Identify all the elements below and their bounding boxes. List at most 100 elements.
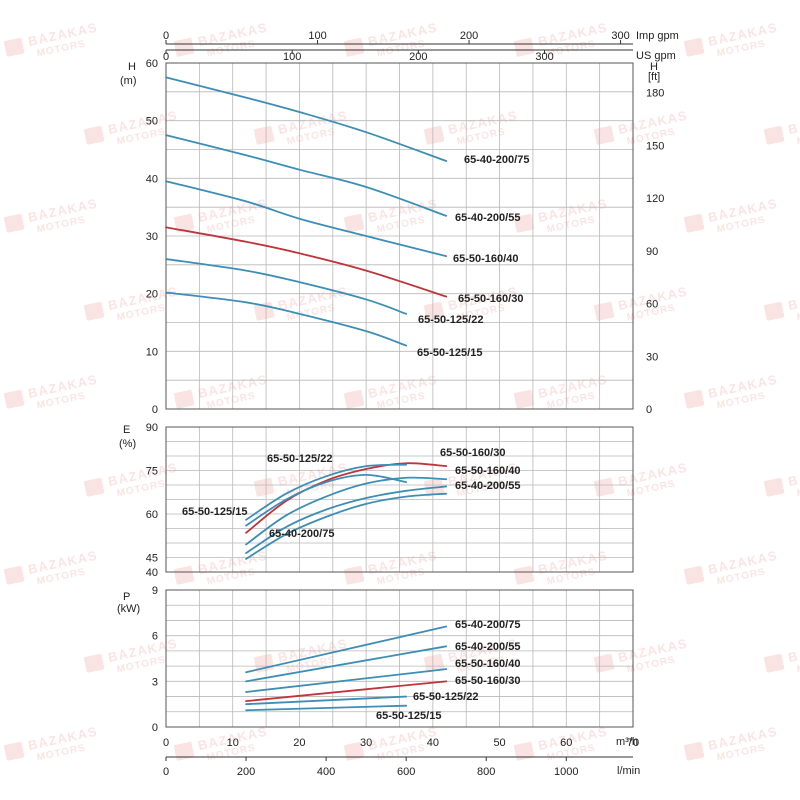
- y2-tick-label: 90: [646, 246, 658, 258]
- us-gpm-axis: US gpm 0 100 200 300: [163, 49, 676, 63]
- curve-power-65-50-160-30: [245, 680, 448, 703]
- y-tick-label: 60: [146, 509, 158, 521]
- head-frame: [165, 62, 634, 410]
- y-tick-label: 3: [152, 676, 158, 688]
- watermark-mark: [173, 213, 195, 233]
- curve-power-65-50-160-40: [245, 668, 448, 693]
- lmin-tick-label: 200: [237, 766, 255, 778]
- watermark-mark: [3, 213, 25, 233]
- watermark-mark: [173, 37, 195, 57]
- watermark-text: BAZAKAS: [787, 284, 800, 313]
- head-ticks: 0 10 20 30 40 50 60 0 30 60 90 120 150 180: [146, 58, 665, 416]
- watermark-text: BAZAKAS: [787, 636, 800, 665]
- watermark-mark: [343, 213, 365, 233]
- head-series: [165, 76, 448, 347]
- head-label-65-50-125-22: 65-50-125/22: [418, 314, 483, 326]
- y-tick-label: 0: [152, 722, 158, 734]
- us-gpm-tick-label: 100: [283, 51, 301, 63]
- watermark-mark: [683, 37, 705, 57]
- watermark-mark: [83, 301, 105, 321]
- watermark-mark: [763, 301, 785, 321]
- watermark-mark: [683, 389, 705, 409]
- m3h-axis: 0 10 20 30 40 50 60 70 m³/h: [163, 736, 639, 749]
- curve-efficiency-65-50-125-22: [245, 463, 408, 521]
- watermark-text: MOTORS: [796, 478, 800, 499]
- m3h-tick-label: 50: [493, 737, 505, 749]
- us-gpm-unit: US gpm: [636, 50, 676, 62]
- watermark-text: BAZAKAS: [787, 108, 800, 137]
- y-tick-label: 9: [152, 585, 158, 597]
- imp-gpm-axis: Imp gpm 0 100 200 300: [163, 30, 679, 45]
- power-grid: [166, 590, 633, 727]
- y-tick-label: 40: [146, 567, 158, 579]
- curve-head-65-50-160-30: [165, 226, 448, 298]
- imp-gpm-tick-label: 0: [163, 30, 169, 42]
- watermark-mark: [3, 565, 25, 585]
- power-ticks: 0 3 6 9: [152, 585, 158, 734]
- curve-head-65-50-160-40: [165, 180, 448, 258]
- m3h-unit: m³/h: [616, 736, 638, 748]
- y-tick-label: 45: [146, 553, 158, 565]
- watermark-text: MOTORS: [796, 654, 800, 675]
- eff-label-65-40-200-75: 65-40-200/75: [269, 528, 334, 540]
- watermark-mark: [513, 37, 535, 57]
- watermark-mark: [173, 389, 195, 409]
- watermark-mark: [173, 565, 195, 585]
- efficiency-axis-unit: (%): [119, 438, 136, 450]
- watermark-mark: [423, 125, 445, 145]
- power-label-65-50-125-22: 65-50-125/22: [413, 691, 478, 703]
- power-label-65-50-160-30: 65-50-160/30: [455, 675, 520, 687]
- efficiency-ticks: 40 45 60 75 90: [146, 422, 158, 579]
- m3h-tick-label: 30: [360, 737, 372, 749]
- curve-efficiency-65-50-125-15: [245, 473, 408, 527]
- lmin-tick-label: 1000: [554, 766, 578, 778]
- watermark-mark: [683, 213, 705, 233]
- y2-tick-label: 120: [646, 193, 664, 205]
- lmin-tick-label: 800: [477, 766, 495, 778]
- lmin-tick-label: 400: [317, 766, 335, 778]
- lmin-tick-label: 600: [397, 766, 415, 778]
- eff-label-65-50-125-22: 65-50-125/22: [267, 453, 332, 465]
- head-grid: [166, 63, 633, 409]
- lmin-axis: 0 200 400 600 800 1000 l/min: [163, 756, 640, 778]
- watermark-mark: [343, 37, 365, 57]
- watermark-mark: [513, 741, 535, 761]
- curve-head-65-40-200-55: [165, 134, 448, 217]
- efficiency-series: [245, 462, 448, 560]
- y-tick-label: 50: [146, 116, 158, 128]
- watermark-mark: [3, 37, 25, 57]
- curve-power-65-50-125-15: [245, 704, 408, 712]
- curve-head-65-40-200-75: [165, 76, 448, 162]
- head-panel: H (m) H [ft] 0 10 20 30 40 50 60 0 30 60 90 120 150 1…: [120, 58, 664, 416]
- y2-tick-label: 30: [646, 351, 658, 363]
- watermark-mark: [83, 125, 105, 145]
- y2-tick-label: 60: [646, 299, 658, 311]
- y-tick-label: 30: [146, 231, 158, 243]
- watermark-mark: [513, 213, 535, 233]
- y2-tick-label: 0: [646, 404, 652, 416]
- watermark-mark: [423, 653, 445, 673]
- power-series: [245, 625, 448, 712]
- watermark-mark: [343, 389, 365, 409]
- y-tick-label: 20: [146, 289, 158, 301]
- head-label-65-50-125-15: 65-50-125/15: [417, 347, 482, 359]
- watermark-mark: [593, 301, 615, 321]
- m3h-tick-label: 70: [627, 737, 639, 749]
- curve-head-65-50-125-15: [165, 291, 408, 347]
